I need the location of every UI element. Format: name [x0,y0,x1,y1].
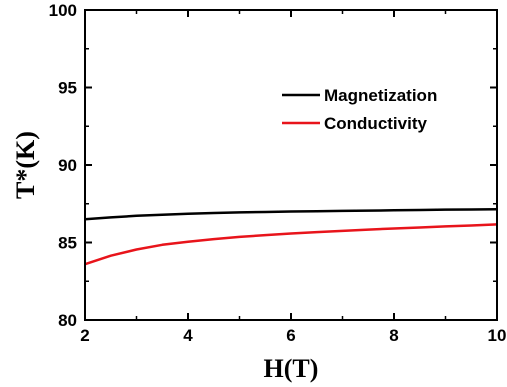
plot-frame [84,9,498,321]
y-tick-label: 90 [58,156,77,175]
legend: Magnetization Conductivity [282,86,437,133]
axis-ticks [84,9,498,321]
x-tick-label: 6 [286,326,295,345]
x-tick-label: 10 [488,326,507,345]
y-tick-label: 95 [58,79,77,98]
legend-label-conductivity: Conductivity [324,114,427,133]
series-line-conductivity [84,223,498,266]
y-tick-label: 100 [49,1,77,20]
x-tick-label: 2 [80,326,89,345]
series-lines [84,207,498,266]
axis-tick-labels: 2 4 6 8 10 80 85 90 95 100 [49,1,507,345]
y-tick-label: 80 [58,311,77,330]
x-tick-label: 8 [389,326,398,345]
y-tick-label: 85 [58,234,77,253]
series-line-magnetization [84,207,498,221]
legend-label-magnetization: Magnetization [324,86,437,105]
x-axis-title: H(T) [264,354,319,383]
x-tick-label: 4 [183,326,193,345]
y-axis-title: T*(K) [11,131,40,199]
